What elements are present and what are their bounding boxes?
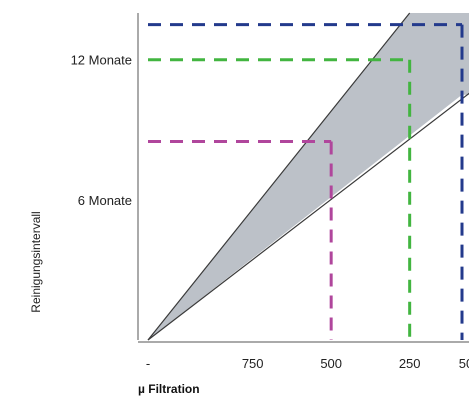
x-tick-label: 250 [399, 356, 421, 371]
y-tick-label: 6 Monate [78, 193, 132, 208]
x-tick-label: 50 [459, 356, 469, 371]
band-lower-line [147, 92, 469, 341]
band-upper-line [147, 12, 411, 341]
y-axis-title: Reinigungsintervall [29, 211, 43, 312]
x-tick-label: 500 [320, 356, 342, 371]
guide-lines [148, 23, 464, 340]
x-axis-title: µ Filtration [138, 382, 200, 396]
interval-band [148, 13, 469, 340]
y-tick-label: 12 Monate [71, 53, 132, 68]
x-tick-label: 750 [242, 356, 264, 371]
x-tick-label: - [146, 356, 150, 371]
x-tick-labels: - 750 500 250 50 [146, 356, 469, 371]
y-tick-labels: 6 Monate 12 Monate [71, 53, 132, 208]
plot-area [137, 12, 469, 343]
